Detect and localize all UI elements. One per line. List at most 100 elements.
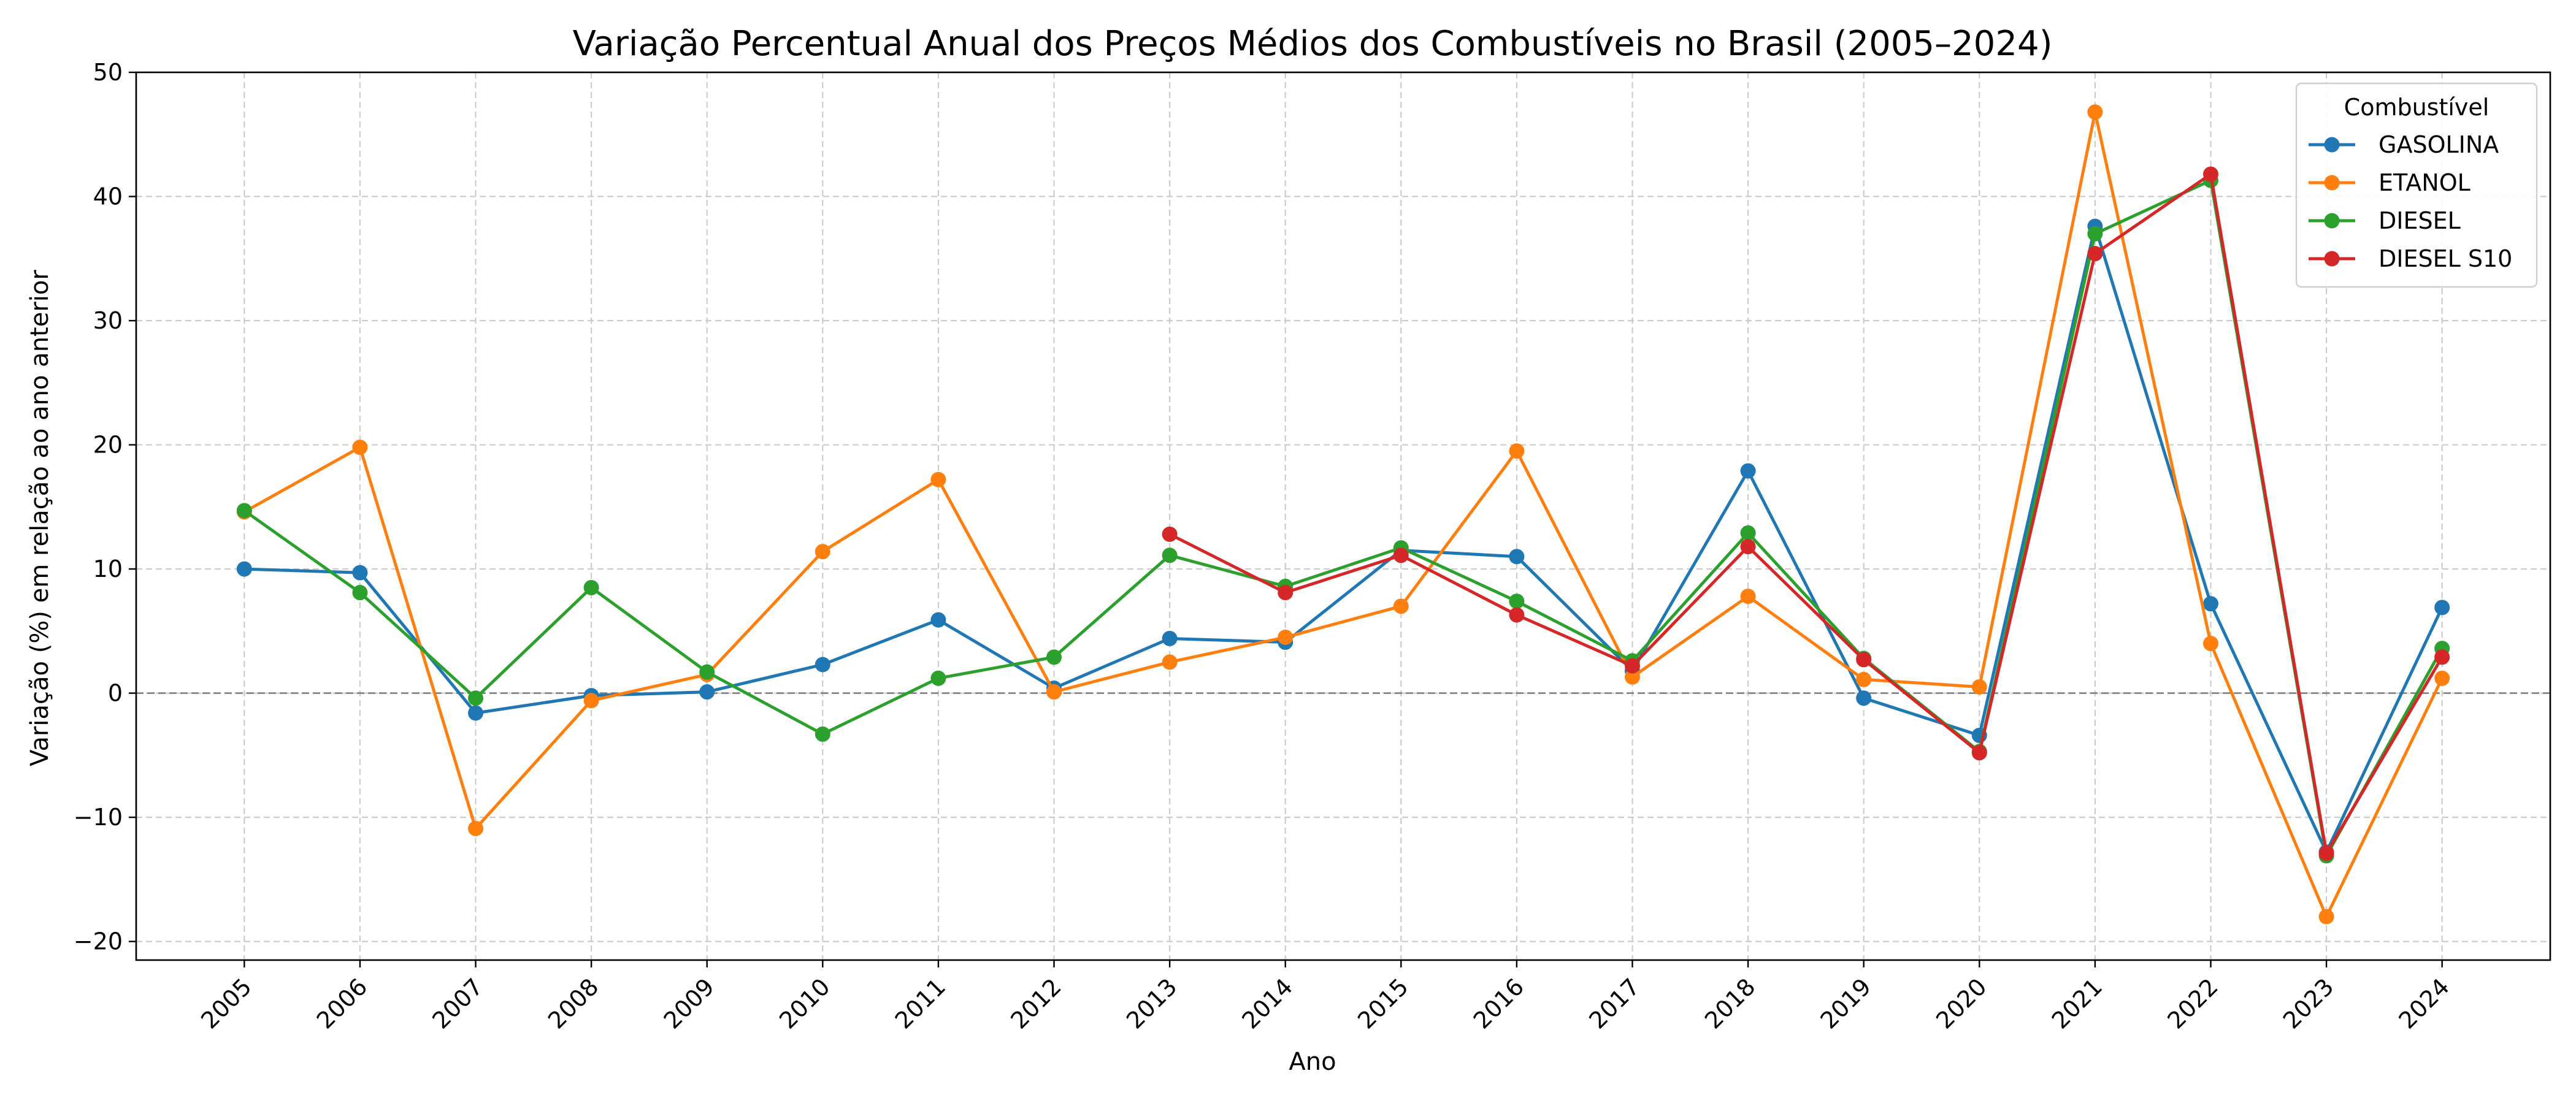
data-point (583, 579, 599, 595)
series-line (1168, 172, 2444, 855)
y-tick-label: 20 (93, 432, 123, 459)
data-point (699, 664, 715, 680)
x-tick-label: 2009 (659, 973, 720, 1034)
x-tick-label: 2023 (2278, 973, 2339, 1034)
data-point (1624, 658, 1640, 674)
data-point (1509, 593, 1525, 609)
data-point (1509, 607, 1525, 623)
series-diesel-s10 (1162, 166, 2450, 861)
data-point (1856, 652, 1872, 668)
x-tick-label: 2015 (1352, 973, 1414, 1034)
legend-marker-swatch (2324, 251, 2340, 267)
x-tick-label: 2016 (1468, 973, 1530, 1034)
series-line (243, 110, 2444, 918)
data-point (1162, 547, 1178, 563)
data-point (1162, 654, 1178, 670)
x-axis-label: Ano (1289, 1048, 1336, 1076)
legend: Combustível GASOLINA ETANOL DIESEL DIESEL S1… (2295, 82, 2538, 288)
data-point (1971, 679, 1987, 695)
y-tick-label: 0 (108, 680, 123, 707)
data-point (468, 820, 484, 836)
data-point (1046, 684, 1062, 700)
legend-entry-label: DIESEL S10 (2379, 245, 2512, 272)
data-point (699, 684, 715, 700)
legend-marker-swatch (2324, 175, 2340, 191)
series-gasolina (236, 218, 2450, 860)
data-point (352, 565, 368, 581)
data-point (2318, 845, 2334, 861)
axes-layer: 2005 2006 2007 2008 2009 2010 2011 2012 2013 2014… (74, 59, 2551, 1034)
data-point (1278, 585, 1294, 601)
series-line (243, 178, 2444, 858)
data-point (583, 693, 599, 709)
x-tick-label: 2020 (1931, 973, 1992, 1034)
x-tick-label: 2024 (2394, 973, 2455, 1034)
data-point (1856, 671, 1872, 687)
data-point (2202, 166, 2218, 182)
data-point (1162, 630, 1178, 646)
data-point (815, 544, 830, 560)
y-axis-label: Variação (%) em relação ao ano anterior (26, 270, 54, 766)
series-layer (236, 104, 2450, 925)
data-point (1393, 598, 1409, 614)
data-point (2434, 670, 2450, 686)
data-point (2318, 909, 2334, 925)
x-tick-label: 2019 (1815, 973, 1877, 1034)
data-point (2087, 226, 2103, 242)
data-point (2434, 649, 2450, 665)
x-tick-label: 2007 (427, 973, 488, 1034)
x-tick-label: 2013 (1121, 973, 1183, 1034)
legend-entry-label: GASOLINA (2379, 131, 2499, 158)
data-point (1162, 526, 1178, 542)
data-point (1971, 745, 1987, 761)
x-tick-label: 2021 (2047, 973, 2108, 1034)
data-point (930, 612, 946, 628)
data-point (930, 471, 946, 487)
data-point (930, 670, 946, 686)
data-point (2202, 636, 2218, 652)
y-tick-label: 30 (93, 307, 123, 334)
data-point (1278, 629, 1294, 645)
data-point (1509, 443, 1525, 459)
data-point (352, 440, 368, 456)
y-tick-label: 50 (93, 59, 123, 86)
x-tick-label: 2018 (1700, 973, 1761, 1034)
data-point (1046, 649, 1062, 665)
data-point (1509, 549, 1525, 565)
data-point (2202, 596, 2218, 612)
y-tick-label: −20 (74, 928, 123, 955)
data-point (352, 585, 368, 601)
series-etanol (236, 104, 2450, 925)
data-point (1393, 547, 1409, 563)
data-point (2087, 104, 2103, 120)
data-point (815, 726, 830, 742)
legend-box (2295, 82, 2538, 288)
data-point (1740, 463, 1756, 479)
legend-marker-swatch (2324, 213, 2340, 229)
data-point (468, 705, 484, 721)
data-point (1856, 690, 1872, 706)
data-point (468, 690, 484, 706)
legend-entry-label: DIESEL (2379, 207, 2461, 234)
legend-entry-label: ETANOL (2379, 169, 2471, 196)
x-tick-label: 2022 (2162, 973, 2223, 1034)
data-point (815, 657, 830, 673)
x-tick-label: 2010 (774, 973, 835, 1034)
data-point (2087, 246, 2103, 262)
data-point (1740, 589, 1756, 604)
x-tick-label: 2011 (890, 973, 951, 1034)
legend-marker-swatch (2324, 137, 2340, 153)
x-tick-label: 2005 (196, 973, 257, 1034)
data-point (236, 561, 252, 577)
chart-title: Variação Percentual Anual dos Preços Méd… (573, 24, 2053, 64)
x-tick-label: 2006 (312, 973, 373, 1034)
grid-layer (136, 71, 2550, 960)
y-tick-label: −10 (74, 804, 123, 831)
x-tick-label: 2014 (1237, 973, 1298, 1034)
x-tick-label: 2008 (543, 973, 604, 1034)
plot-frame (135, 71, 2551, 961)
series-diesel (236, 172, 2450, 864)
y-tick-label: 40 (93, 183, 123, 210)
